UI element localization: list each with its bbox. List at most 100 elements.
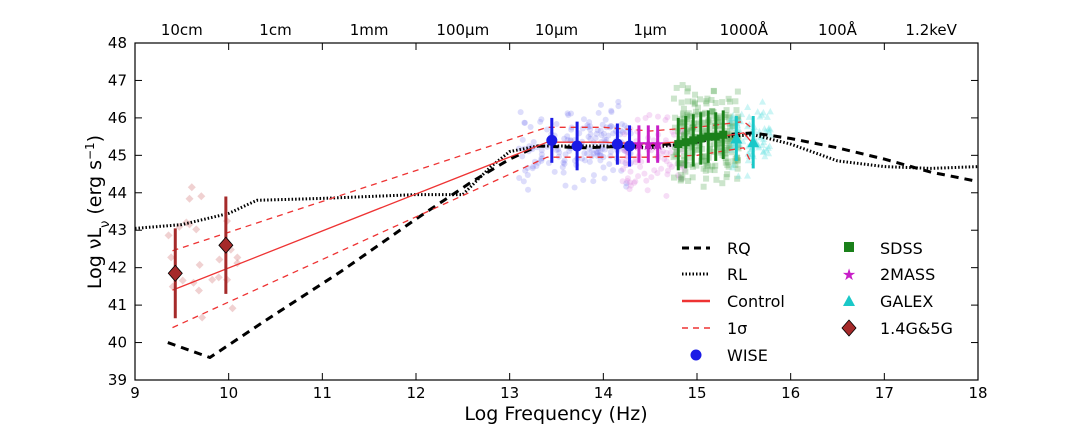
- scatter-point: [590, 172, 597, 179]
- scatter-point: [764, 144, 772, 151]
- scatter-point: [692, 91, 699, 98]
- x-tick-label: 12: [406, 384, 425, 402]
- scatter-point: [729, 122, 736, 129]
- scatter-point: [538, 155, 545, 162]
- legend-marker-galex: [843, 295, 855, 306]
- point-1-4g-5g: [167, 264, 183, 282]
- scatter-point: [178, 276, 187, 285]
- scatter-point: [607, 153, 614, 160]
- scatter-point: [700, 165, 707, 172]
- top-axis-label: 1000Å: [720, 20, 769, 39]
- scatter-point: [674, 172, 681, 179]
- scatter-point: [663, 149, 670, 156]
- scatter-point: [746, 120, 754, 128]
- scatter-point: [759, 148, 767, 155]
- scatter-point: [538, 157, 545, 164]
- scatter-point: [626, 186, 633, 193]
- scatter-point: [715, 119, 722, 126]
- legend-label-sigma: 1σ: [727, 319, 747, 338]
- scatter-point: [677, 171, 684, 178]
- top-axis-label: 1.2keV: [905, 21, 957, 39]
- scatter-point: [726, 138, 733, 145]
- x-tick-label: 13: [500, 384, 519, 402]
- scatter-point: [680, 120, 687, 127]
- scatter-point: [516, 174, 523, 181]
- y-tick-label: 45: [108, 146, 127, 164]
- scatter-point: [560, 159, 567, 166]
- scatter-point: [762, 127, 770, 135]
- scatter-point: [537, 118, 544, 125]
- y-tick-label: 46: [108, 109, 127, 127]
- point-sdss: [674, 140, 683, 149]
- scatter-point: [680, 132, 687, 139]
- scatter-point: [553, 147, 560, 154]
- scatter-point: [744, 122, 752, 130]
- scatter-point: [717, 137, 724, 144]
- scatter-point: [618, 167, 625, 174]
- scatter-point: [708, 108, 715, 115]
- scatter-point: [585, 133, 592, 140]
- scatter-point: [726, 113, 733, 120]
- scatter-point: [663, 192, 670, 199]
- scatter-point: [187, 183, 196, 192]
- scatter-point: [562, 151, 569, 158]
- y-tick-label: 41: [108, 296, 127, 314]
- scatter-point: [726, 143, 733, 150]
- scatter-point: [641, 170, 648, 177]
- scatter-point: [700, 128, 707, 135]
- scatter-point: [760, 147, 768, 155]
- scatter-point: [651, 167, 658, 174]
- scatter-point: [680, 118, 687, 125]
- scatter-point: [610, 130, 617, 137]
- scatter-point: [666, 161, 673, 168]
- scatter-point: [600, 130, 607, 137]
- scatter-point: [228, 304, 237, 313]
- series-line-rl: [134, 133, 979, 230]
- scatter-point: [667, 149, 674, 156]
- point-2mass: [642, 138, 655, 151]
- scatter-point: [702, 119, 709, 126]
- scatter-point: [702, 109, 709, 116]
- scatter-point: [648, 174, 655, 181]
- legend-marker-wise: [690, 349, 702, 361]
- scatter-point: [724, 171, 731, 178]
- scatter-point: [712, 99, 719, 106]
- scatter-point: [693, 162, 700, 169]
- scatter-point: [702, 158, 709, 165]
- point-sdss: [696, 134, 705, 143]
- scatter-point: [714, 116, 721, 123]
- scatter-point: [587, 126, 594, 133]
- point-galex: [730, 132, 743, 144]
- scatter-point: [712, 162, 719, 169]
- scatter-point: [677, 160, 684, 167]
- legend-label-2mass: 2MASS: [880, 265, 935, 284]
- series-line-rq: [167, 131, 979, 359]
- top-axis-label: 100μm: [436, 21, 489, 39]
- scatter-point: [759, 108, 767, 116]
- scatter-point: [693, 146, 700, 153]
- point-galex: [747, 136, 760, 148]
- scatter-point: [687, 113, 694, 120]
- scatter-point: [726, 143, 733, 150]
- scatter-point: [734, 158, 741, 165]
- scatter-point: [722, 150, 729, 157]
- scatter-point: [734, 88, 741, 95]
- scatter-point: [668, 163, 675, 170]
- scatter-point: [715, 114, 722, 121]
- legend-label-radio: 1.4G&5G: [880, 319, 953, 338]
- scatter-point: [610, 167, 617, 174]
- scatter-point: [735, 113, 742, 120]
- scatter-point: [685, 85, 692, 92]
- scatter-point: [738, 110, 746, 118]
- scatter-point: [592, 135, 599, 142]
- scatter-point: [581, 150, 588, 157]
- scatter-point: [708, 97, 715, 104]
- scatter-point: [665, 167, 672, 174]
- scatter-point: [195, 260, 204, 269]
- legend-item-radio: 1.4G&5G: [841, 319, 953, 338]
- scatter-point: [597, 157, 604, 164]
- legend: RQ RL Control 1σ WISE SDSS ★ 2MASS GALEX: [682, 239, 953, 365]
- scatter-point: [632, 156, 639, 163]
- scatter-point: [688, 127, 695, 134]
- x-axis-label: Log Frequency (Hz): [464, 403, 647, 425]
